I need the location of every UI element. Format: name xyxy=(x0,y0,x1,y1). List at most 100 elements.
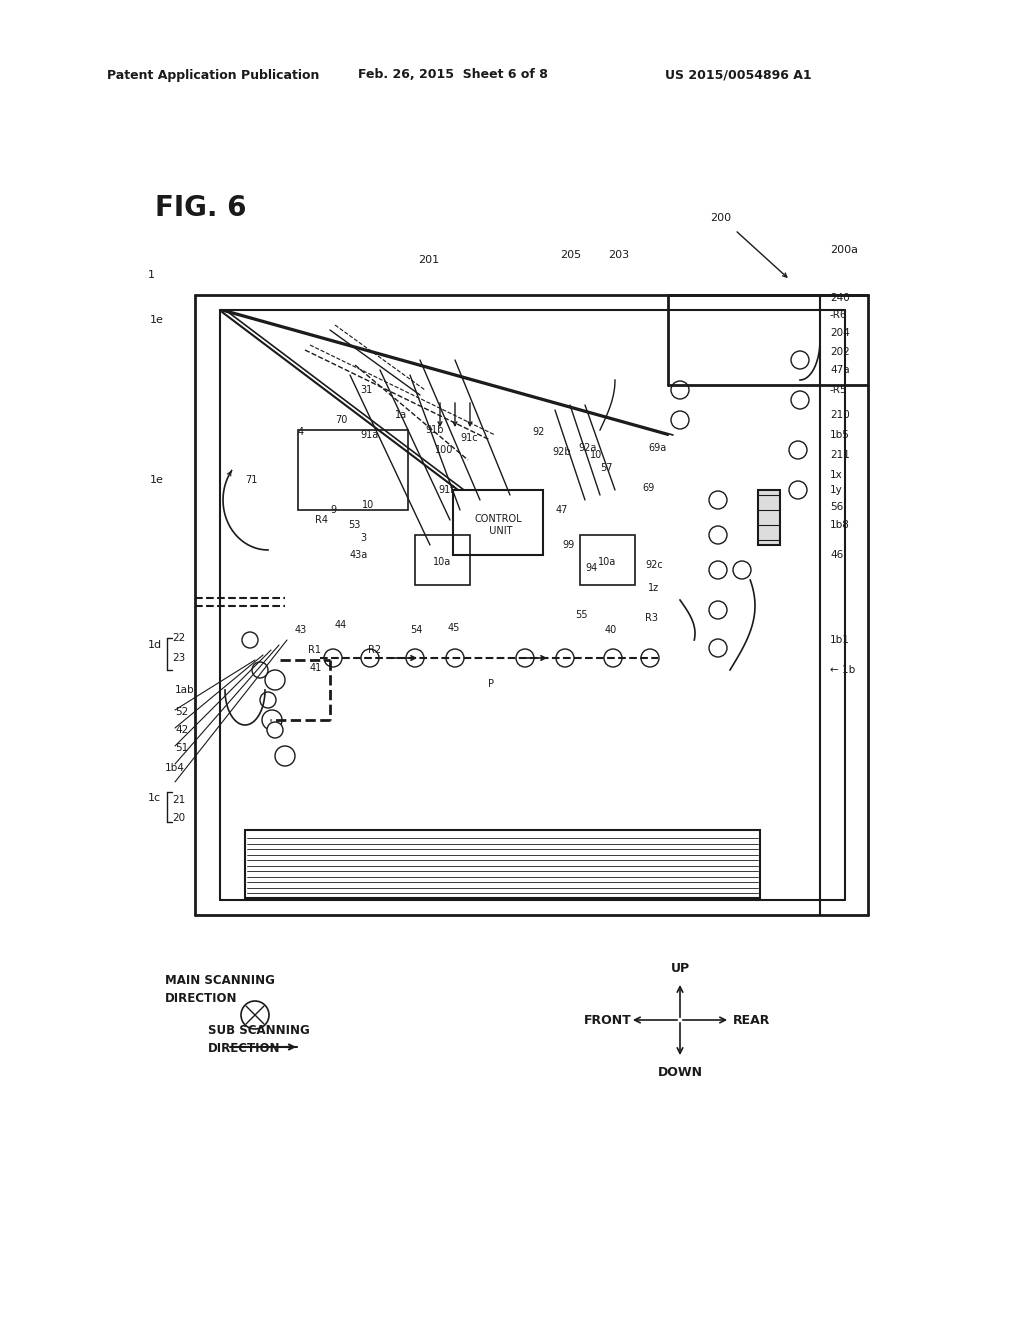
Text: 1: 1 xyxy=(148,271,155,280)
Text: 1e: 1e xyxy=(150,475,164,484)
Circle shape xyxy=(709,601,727,619)
Circle shape xyxy=(275,746,295,766)
Circle shape xyxy=(733,561,751,579)
Text: 10a: 10a xyxy=(433,557,452,568)
Text: 4: 4 xyxy=(298,426,304,437)
Circle shape xyxy=(791,391,809,409)
Text: ← 1b: ← 1b xyxy=(830,665,855,675)
Text: 1a: 1a xyxy=(395,411,408,420)
Text: 1b4: 1b4 xyxy=(165,763,185,774)
Text: 200a: 200a xyxy=(830,246,858,255)
Circle shape xyxy=(709,491,727,510)
Circle shape xyxy=(709,639,727,657)
Bar xyxy=(453,490,543,554)
Circle shape xyxy=(260,692,276,708)
Text: 1c: 1c xyxy=(148,793,161,803)
Text: 1b1: 1b1 xyxy=(830,635,850,645)
Text: 10a: 10a xyxy=(598,557,616,568)
Text: 1z: 1z xyxy=(648,583,659,593)
Text: 23: 23 xyxy=(172,653,185,663)
Circle shape xyxy=(516,649,534,667)
Bar xyxy=(580,535,635,585)
Text: 70: 70 xyxy=(335,414,347,425)
Circle shape xyxy=(790,441,807,459)
Text: R3: R3 xyxy=(645,612,658,623)
Circle shape xyxy=(241,1001,269,1030)
Bar xyxy=(415,535,470,585)
Text: DIRECTION: DIRECTION xyxy=(208,1041,281,1055)
Text: 1d: 1d xyxy=(148,640,162,649)
Text: 92: 92 xyxy=(532,426,545,437)
Text: 1ab: 1ab xyxy=(175,685,195,696)
Text: 47: 47 xyxy=(556,506,568,515)
Circle shape xyxy=(324,649,342,667)
Text: R1: R1 xyxy=(308,645,321,655)
Circle shape xyxy=(361,649,379,667)
Text: 3: 3 xyxy=(360,533,367,543)
Text: 240: 240 xyxy=(830,293,850,304)
Text: -R5: -R5 xyxy=(830,385,848,395)
Text: 92a: 92a xyxy=(578,444,596,453)
Text: 1y: 1y xyxy=(830,484,843,495)
Circle shape xyxy=(671,411,689,429)
Text: 91c: 91c xyxy=(460,433,477,444)
Text: 200: 200 xyxy=(710,213,731,223)
Text: 94: 94 xyxy=(585,564,597,573)
Text: 54: 54 xyxy=(410,624,422,635)
Circle shape xyxy=(709,525,727,544)
Text: 210: 210 xyxy=(830,411,850,420)
Text: Patent Application Publication: Patent Application Publication xyxy=(106,69,319,82)
Circle shape xyxy=(641,649,659,667)
Text: 20: 20 xyxy=(172,813,185,822)
Text: 71: 71 xyxy=(245,475,257,484)
Text: 43: 43 xyxy=(295,624,307,635)
Text: 45: 45 xyxy=(449,623,461,634)
Circle shape xyxy=(252,663,268,678)
Text: R2: R2 xyxy=(368,645,381,655)
Circle shape xyxy=(790,480,807,499)
Text: 1b5: 1b5 xyxy=(830,430,850,440)
Text: 43a: 43a xyxy=(350,550,369,560)
Text: 92b: 92b xyxy=(552,447,570,457)
Text: 47a: 47a xyxy=(830,366,850,375)
Text: 31: 31 xyxy=(360,385,373,395)
Text: 201: 201 xyxy=(418,255,439,265)
Text: MAIN SCANNING: MAIN SCANNING xyxy=(165,974,274,986)
Bar xyxy=(245,830,760,898)
Text: 1e: 1e xyxy=(150,315,164,325)
Text: 21: 21 xyxy=(172,795,185,805)
Text: 55: 55 xyxy=(575,610,588,620)
Text: 53: 53 xyxy=(348,520,360,531)
Text: FIG. 6: FIG. 6 xyxy=(155,194,247,222)
Text: SUB SCANNING: SUB SCANNING xyxy=(208,1023,309,1036)
Text: 69a: 69a xyxy=(648,444,667,453)
Text: 69: 69 xyxy=(642,483,654,492)
Text: 10: 10 xyxy=(590,450,602,459)
Text: 10: 10 xyxy=(362,500,374,510)
Text: 92c: 92c xyxy=(645,560,663,570)
Text: UP: UP xyxy=(671,961,689,974)
Text: US 2015/0054896 A1: US 2015/0054896 A1 xyxy=(665,69,812,82)
Text: DIRECTION: DIRECTION xyxy=(165,991,238,1005)
Text: 44: 44 xyxy=(335,620,347,630)
Text: 41: 41 xyxy=(310,663,323,673)
Circle shape xyxy=(262,710,282,730)
Text: 51: 51 xyxy=(175,743,188,752)
Text: 1b8: 1b8 xyxy=(830,520,850,531)
Text: FRONT: FRONT xyxy=(584,1014,632,1027)
Text: Feb. 26, 2015  Sheet 6 of 8: Feb. 26, 2015 Sheet 6 of 8 xyxy=(358,69,548,82)
Circle shape xyxy=(446,649,464,667)
Text: DOWN: DOWN xyxy=(657,1065,702,1078)
Text: 42: 42 xyxy=(175,725,188,735)
Text: 56: 56 xyxy=(830,502,843,512)
Circle shape xyxy=(604,649,622,667)
Circle shape xyxy=(709,561,727,579)
Text: 1x: 1x xyxy=(830,470,843,480)
Text: 100: 100 xyxy=(435,445,454,455)
Text: 203: 203 xyxy=(608,249,629,260)
Circle shape xyxy=(265,671,285,690)
Text: 202: 202 xyxy=(830,347,850,356)
Text: P: P xyxy=(488,678,494,689)
Text: 9: 9 xyxy=(330,506,336,515)
Text: CONTROL
  UNIT: CONTROL UNIT xyxy=(474,515,522,536)
